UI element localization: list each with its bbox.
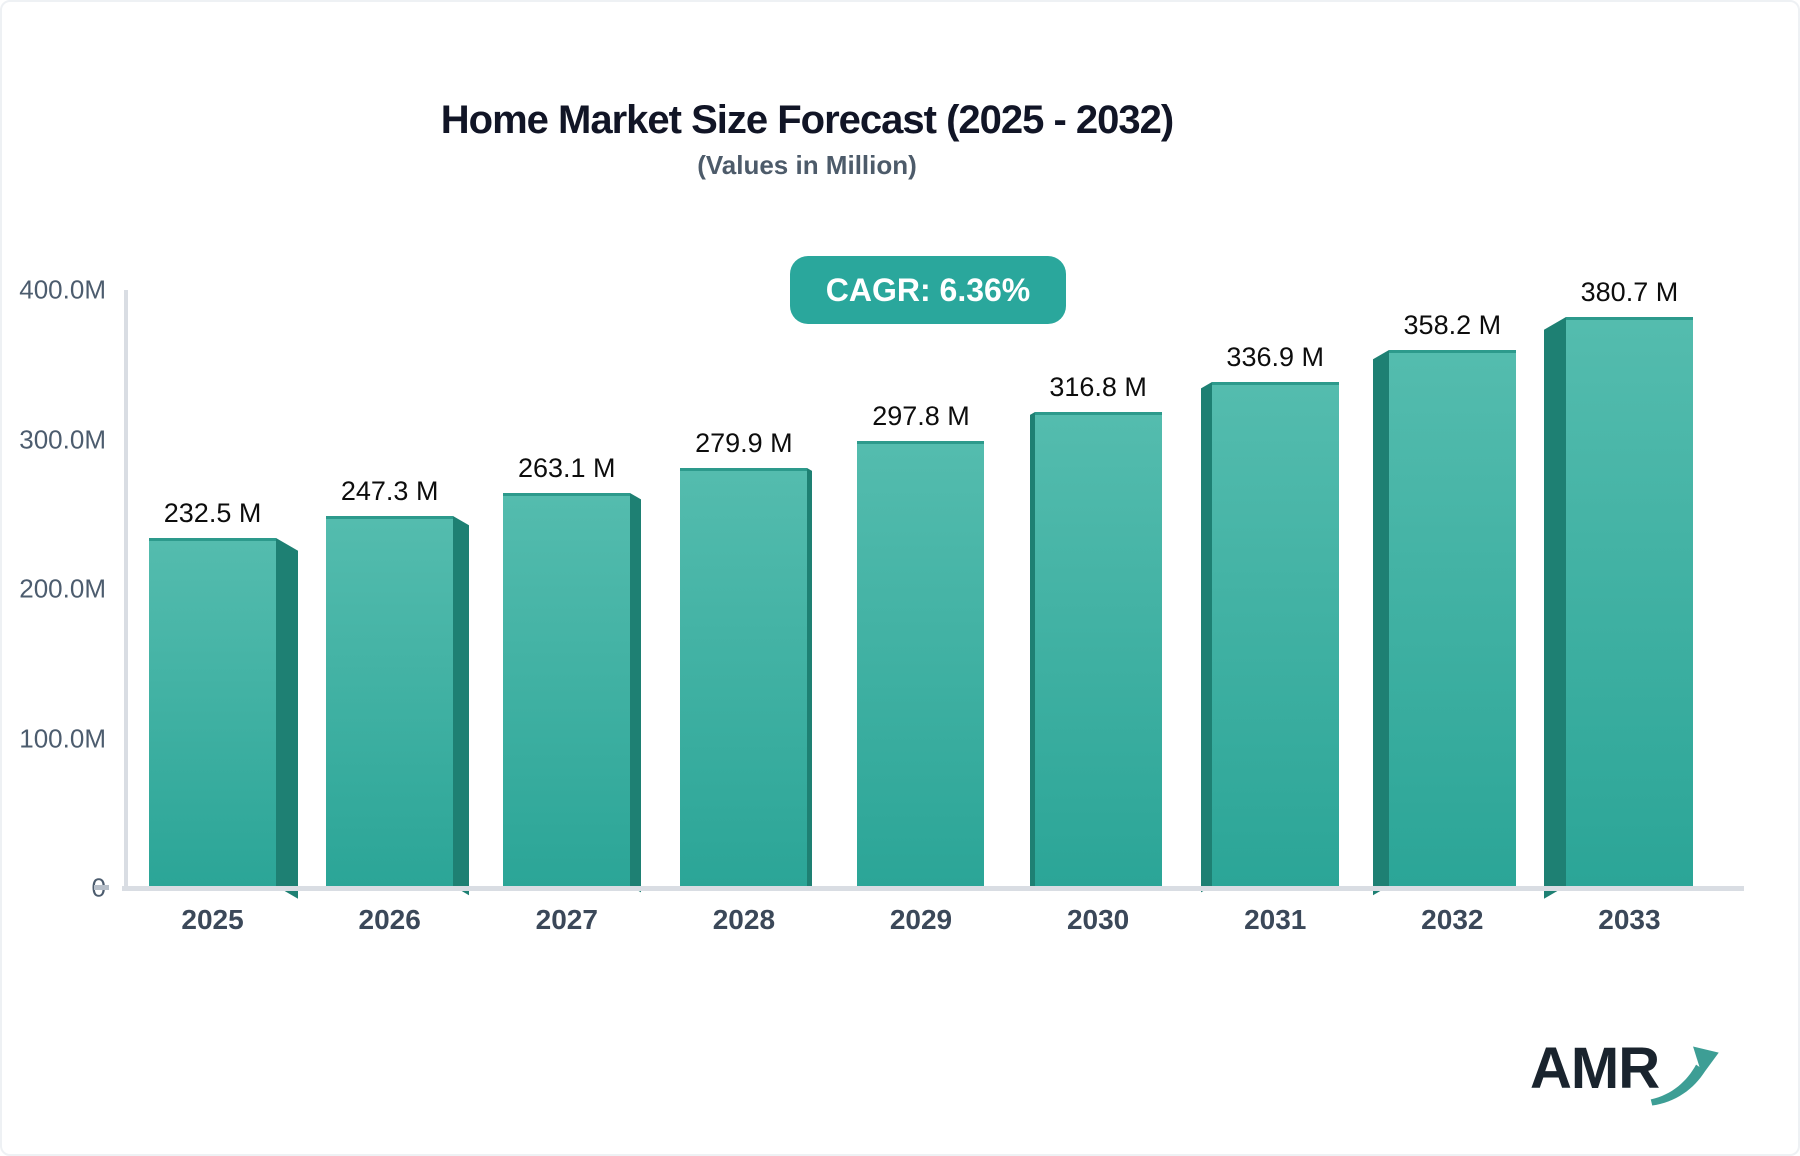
chart-title: Home Market Size Forecast (2025 - 2032): [440, 98, 1174, 142]
bar-value-label: 263.1 M: [517, 453, 616, 483]
bar-slot: 247.3 M: [301, 288, 478, 896]
bar-2027: 263.1 M: [503, 453, 642, 893]
x-axis-labels: 2025 2026 2027 2028 2029 2030 2031 2032 2033: [124, 904, 1718, 936]
bar-slot: 316.8 M: [1010, 288, 1187, 889]
chart-subtitle: (Values in Million): [697, 150, 917, 180]
x-axis-tick-label: 2030: [1066, 904, 1130, 935]
bar-2028: 279.9 M: [680, 428, 813, 889]
x-axis-tick-label: 2029: [889, 904, 953, 935]
bar-2032: 358.2 M: [1372, 310, 1516, 896]
x-axis-tick-label: 2028: [712, 904, 776, 935]
y-axis-tick-label: 100.0M: [19, 723, 106, 753]
y-axis-tick-label: 0: [2, 873, 106, 904]
y-axis-line: [124, 290, 128, 886]
bar-value-label: 232.5 M: [163, 498, 262, 528]
bar-slot: 380.7 M: [1541, 277, 1718, 899]
bar-value-label: 380.7 M: [1580, 277, 1679, 307]
bar-value-label: 279.9 M: [695, 428, 793, 458]
bar-value-label: 316.8 M: [1049, 372, 1147, 402]
bar-value-label: 297.8 M: [872, 401, 970, 431]
x-axis-tick-label: 2027: [535, 904, 598, 935]
bar-front-face: [1388, 350, 1516, 886]
bar-front-face: [1034, 412, 1162, 886]
bar-side-face: [807, 468, 813, 889]
bar-front-face: [857, 441, 985, 886]
amr-logo: AMR: [1530, 1040, 1727, 1110]
bar-front-face: [1211, 382, 1339, 886]
zero-tick-mark: [94, 885, 109, 890]
bar-front-face: [680, 468, 808, 886]
x-axis-line: [122, 886, 1744, 891]
bar-side-face: [1200, 382, 1212, 893]
bar-side-face: [276, 538, 299, 899]
bar-2025: 232.5 M: [149, 498, 299, 899]
bar-slot: 297.8 M: [832, 288, 1009, 886]
amr-logo-text: AMR: [1530, 1036, 1660, 1101]
y-axis-tick-label: 400.0M: [19, 274, 106, 305]
bar-front-face: [149, 538, 277, 886]
y-axis-tick-label: 200.0M: [19, 573, 106, 604]
growth-arrow-icon: [1650, 1046, 1719, 1106]
bar-slot: 336.9 M: [1187, 288, 1364, 893]
bar-slot: 263.1 M: [478, 288, 655, 893]
bar-value-label: 336.9 M: [1226, 342, 1324, 372]
y-axis-tick-label: 300.0M: [19, 424, 106, 454]
plot-area: 232.5 M 247.3 M 263.1 M 279.9 M 297.8 M 316.8…: [124, 277, 1718, 899]
x-axis-tick-label: 2031: [1244, 904, 1307, 935]
bar-side-face: [1372, 350, 1389, 896]
bar-2033: 380.7 M: [1543, 277, 1693, 899]
bar-2031: 336.9 M: [1200, 342, 1339, 893]
bar-slot: 232.5 M: [124, 288, 301, 899]
cagr-badge-label: CAGR: 6.36%: [825, 271, 1031, 308]
cagr-badge: CAGR: 6.36%: [790, 256, 1066, 324]
bar-slot: 279.9 M: [655, 288, 832, 889]
bar-slot: 358.2 M: [1364, 288, 1541, 896]
bar-side-face: [1543, 317, 1566, 899]
bar-2030: 316.8 M: [1029, 372, 1162, 889]
bar-value-label: 247.3 M: [340, 476, 439, 506]
bar-value-label: 358.2 M: [1403, 310, 1502, 340]
bar-side-face: [630, 493, 642, 893]
bar-side-face: [453, 516, 470, 896]
x-axis-tick-label: 2025: [181, 904, 244, 935]
bar-front-face: [1565, 317, 1693, 886]
bar-2029: 297.8 M: [857, 401, 985, 886]
x-axis-tick-label: 2026: [358, 904, 421, 935]
x-axis-tick-label: 2032: [1421, 904, 1484, 935]
bar-front-face: [503, 493, 631, 886]
bar-front-face: [326, 516, 454, 886]
x-axis-tick-label: 2033: [1598, 904, 1661, 935]
bar-2026: 247.3 M: [326, 476, 470, 896]
